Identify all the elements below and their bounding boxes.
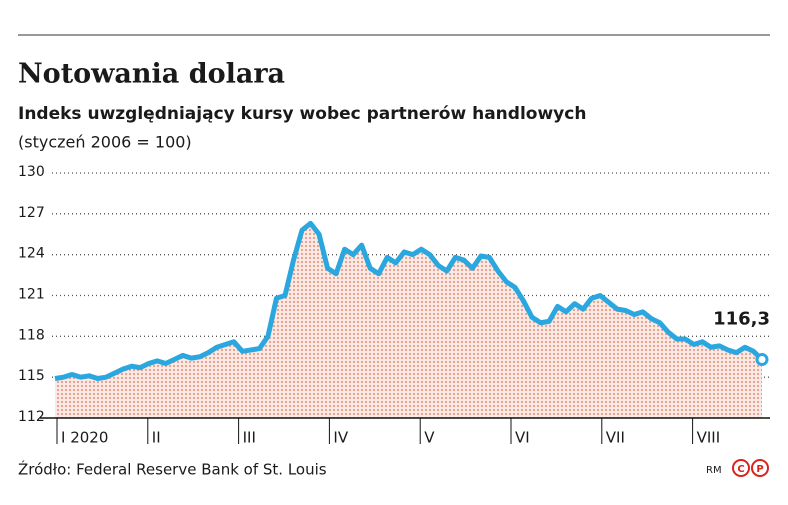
credit: RM xyxy=(706,465,722,476)
y-tick-label: 121 xyxy=(18,287,45,303)
x-tick-label: IV xyxy=(333,429,348,447)
chart-subtitle: Indeks uwzględniający kursy wobec partne… xyxy=(18,104,586,124)
line xyxy=(54,220,764,382)
x-tick-label: VIII xyxy=(697,429,721,447)
y-tick-label: 124 xyxy=(18,246,45,262)
x-tick-label: VII xyxy=(606,429,625,447)
icon-letter: P xyxy=(756,464,763,475)
y-tick-label: 115 xyxy=(18,368,45,384)
x-tick-label: II xyxy=(152,429,161,447)
x-tick-label: V xyxy=(424,429,435,447)
x-tick-label: III xyxy=(243,429,256,447)
icon xyxy=(732,459,750,477)
icon-letter: C xyxy=(737,464,744,475)
end-marker xyxy=(755,352,769,366)
value-label: 116,3 xyxy=(713,308,770,329)
y-tick-label: 127 xyxy=(18,205,45,221)
x-tick-label: I 2020 xyxy=(61,429,108,447)
x-tick-label: VI xyxy=(515,429,530,447)
area xyxy=(55,223,762,418)
chart-note: (styczeń 2006 = 100) xyxy=(18,133,192,152)
chart-title: Notowania dolara xyxy=(18,59,285,90)
y-tick-label: 118 xyxy=(18,327,45,343)
y-tick-label: 112 xyxy=(18,409,45,425)
icon xyxy=(751,459,769,477)
y-tick-label: 130 xyxy=(18,164,45,180)
source: Źródło: Federal Reserve Bank of St. Loui… xyxy=(18,460,327,479)
